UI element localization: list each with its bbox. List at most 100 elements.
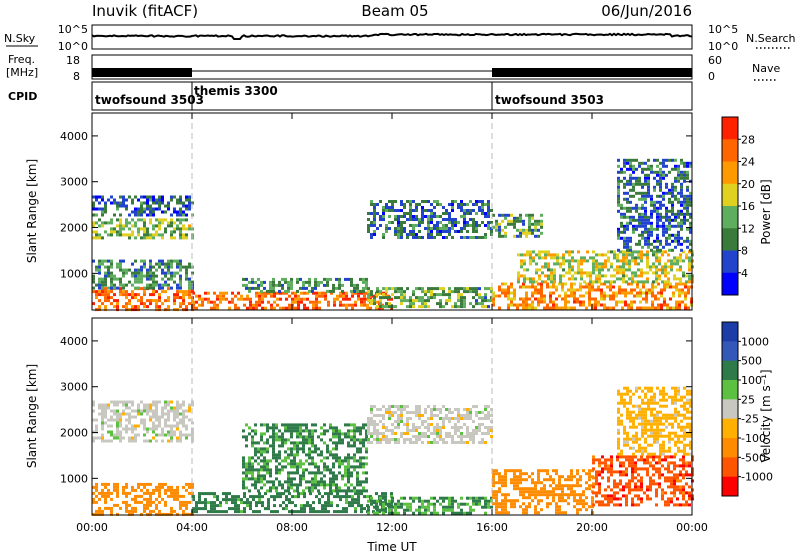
velocity-cell (176, 485, 179, 489)
velocity-cell (667, 455, 670, 459)
power-cell (585, 306, 588, 310)
velocity-cell (332, 489, 335, 493)
power-cell (644, 227, 647, 231)
power-cell (98, 201, 101, 205)
velocity-cell (143, 424, 146, 428)
velocity-cell (98, 506, 101, 510)
velocity-cell (478, 411, 481, 414)
power-cell (451, 200, 454, 203)
velocity-cell (522, 493, 525, 497)
velocity-cell (510, 499, 513, 503)
power-cell (629, 215, 632, 219)
power-cell (116, 207, 119, 211)
power-cell (185, 274, 188, 278)
velocity-cell (370, 499, 373, 503)
velocity-cell (116, 491, 119, 495)
power-cell (134, 236, 137, 240)
power-cell (591, 297, 594, 301)
velocity-cell (649, 488, 652, 492)
power-cell (631, 280, 634, 284)
power-cell (406, 287, 409, 291)
velocity-cell (634, 470, 637, 474)
velocity-cell (427, 508, 430, 512)
power-cell (686, 197, 689, 201)
power-cell (571, 277, 574, 281)
velocity-cell (661, 488, 664, 492)
power-cell (638, 233, 641, 237)
power-cell (418, 236, 421, 239)
power-cell (504, 225, 507, 229)
velocity-cell (439, 435, 442, 438)
freq-left-tick-bottom: 8 (73, 70, 80, 83)
velocity-cell (308, 438, 311, 442)
velocity-cell (110, 497, 113, 501)
velocity-cell (288, 501, 291, 505)
power-cell (686, 188, 689, 192)
power-cell (519, 285, 522, 289)
power-cell (303, 297, 306, 301)
velocity-cell (619, 473, 622, 477)
velocity-cell (242, 477, 245, 481)
power-cell (647, 221, 650, 225)
power-cell (131, 274, 134, 278)
velocity-cell (152, 500, 155, 504)
velocity-cell (260, 450, 263, 454)
power-cell (400, 221, 403, 224)
power-cell (654, 285, 657, 289)
power-cell (632, 158, 635, 162)
velocity-cell (269, 468, 272, 472)
power-cell (107, 299, 110, 303)
power-cell (95, 296, 98, 300)
velocity-cell (412, 423, 415, 426)
power-cell (517, 277, 520, 281)
power-cell (406, 212, 409, 215)
power-cell (370, 221, 373, 224)
power-cell (662, 203, 665, 207)
velocity-cell (620, 413, 623, 417)
power-cell (134, 305, 137, 309)
power-cell (610, 274, 613, 278)
velocity-cell (534, 496, 537, 500)
power-cell (532, 277, 535, 281)
velocity-cell (370, 420, 373, 423)
velocity-cell (400, 505, 403, 509)
velocity-cell (329, 438, 332, 442)
velocity-cell (631, 458, 634, 462)
power-cell (623, 182, 626, 186)
power-cell (555, 288, 558, 292)
power-cell (644, 239, 647, 243)
velocity-cell (367, 420, 370, 423)
velocity-cell (272, 483, 275, 487)
velocity-cell (269, 426, 272, 430)
power-cell (125, 268, 128, 272)
power-cell (261, 297, 264, 301)
power-cell (623, 230, 626, 234)
power-cell (185, 265, 188, 269)
velocity-cell (245, 438, 248, 442)
velocity-cell (552, 481, 555, 485)
power-cell (370, 293, 373, 297)
velocity-cell (376, 441, 379, 444)
velocity-cell (592, 503, 595, 507)
velocity-cell (516, 487, 519, 491)
power-cell (617, 200, 620, 204)
power-cell (436, 293, 439, 297)
power-cell (689, 248, 692, 252)
velocity-cell (388, 411, 391, 414)
velocity-cell (634, 485, 637, 489)
velocity-cell (104, 482, 107, 486)
power-cell (629, 179, 632, 183)
velocity-cell (167, 494, 170, 498)
power-cell (382, 305, 385, 309)
power-cell (179, 207, 182, 211)
power-cell (676, 259, 679, 263)
velocity-cell (595, 479, 598, 483)
velocity-cell (484, 505, 487, 509)
velocity-cell (607, 467, 610, 471)
velocity-cell (273, 510, 276, 514)
velocity-cell (266, 447, 269, 451)
velocity-cell (598, 503, 601, 507)
power-cell (640, 250, 643, 254)
power-cell (615, 303, 618, 307)
velocity-cell (472, 441, 475, 444)
